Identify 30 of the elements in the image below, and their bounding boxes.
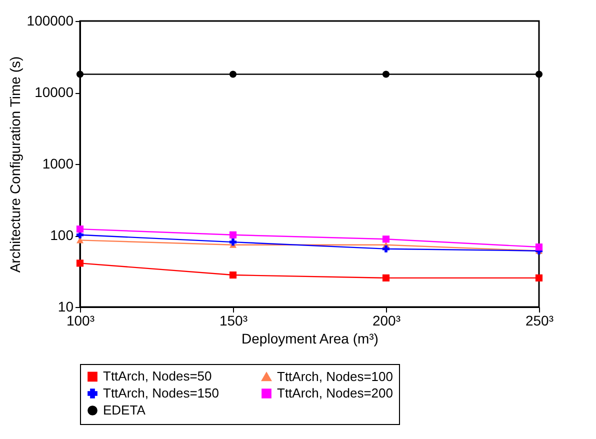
point [76, 70, 84, 78]
x-axis-title: Deployment Area (m³) [242, 330, 378, 346]
point [382, 274, 390, 282]
legend-label: TttArch, Nodes=50 [103, 368, 212, 384]
point [382, 245, 390, 252]
legend-label: EDETA [103, 402, 146, 418]
legend-label: TttArch, Nodes=150 [103, 386, 219, 400]
legend-label: TttArch, Nodes=200 [277, 386, 393, 400]
point [382, 70, 390, 78]
point [76, 260, 84, 267]
point [535, 274, 543, 282]
point [535, 243, 543, 251]
point [382, 236, 390, 243]
x-tick-label: 100³ [66, 312, 95, 328]
point [229, 271, 237, 279]
point [229, 231, 237, 238]
y-tick-label: 100000 [26, 12, 74, 28]
point [229, 238, 237, 246]
y-tick-label: 1000 [42, 156, 74, 172]
x-tick-label: 150³ [219, 312, 248, 328]
y-axis-title: Architecture Configuration Time (s) [6, 56, 23, 273]
x-tick-label: 250³ [525, 312, 554, 328]
point [229, 70, 237, 78]
point [535, 70, 543, 78]
y-tick-label: 10 [58, 298, 74, 314]
x-tick-label: 200³ [372, 312, 401, 328]
y-tick-label: 100 [50, 227, 74, 243]
point [76, 226, 84, 233]
y-tick-label: 10000 [34, 84, 74, 100]
legend-label: TttArch, Nodes=100 [277, 368, 393, 384]
